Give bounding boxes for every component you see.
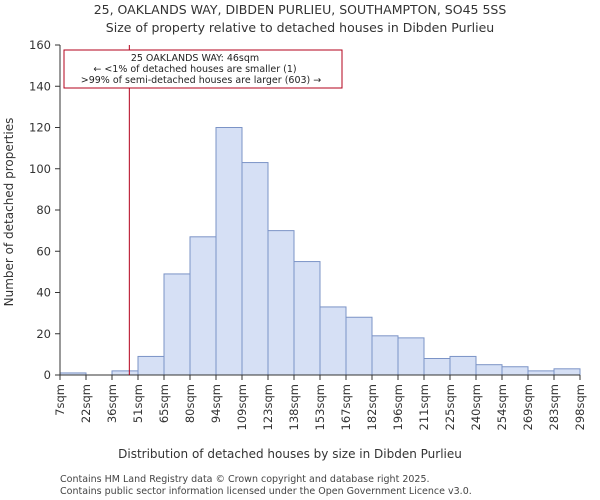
y-tick-label: 80 (36, 203, 51, 217)
bar (319, 306, 347, 376)
x-tick-label: 182sqm (365, 384, 379, 430)
bar (137, 355, 165, 376)
y-axis-ticks: 0 20 40 60 80 100 120 140 160 (29, 38, 60, 382)
footer-line1: Contains HM Land Registry data © Crown c… (60, 474, 430, 485)
x-tick-label: 225sqm (443, 384, 457, 430)
y-tick-label: 60 (36, 244, 51, 258)
x-tick-label: 211sqm (417, 384, 431, 430)
x-tick-label: 269sqm (521, 384, 535, 430)
annotation-larger: >99% of semi-detached houses are larger … (81, 75, 322, 86)
y-tick-label: 20 (36, 327, 51, 341)
bar (163, 273, 191, 376)
y-tick-label: 140 (29, 79, 51, 93)
y-axis-label: Number of detached properties (2, 118, 16, 307)
x-tick-label: 51sqm (131, 384, 145, 423)
y-tick-label: 120 (29, 121, 51, 135)
bar (423, 358, 451, 376)
bar (475, 364, 503, 376)
bar (553, 368, 581, 376)
x-tick-label: 254sqm (495, 384, 509, 430)
x-tick-label: 123sqm (261, 384, 275, 430)
x-tick-label: 7sqm (53, 384, 67, 416)
x-tick-label: 80sqm (183, 384, 197, 423)
annotation-box: 25 OAKLANDS WAY: 46sqm ← <1% of detached… (63, 49, 343, 89)
annotation-smaller: ← <1% of detached houses are smaller (1) (93, 64, 296, 75)
x-tick-label: 138sqm (287, 384, 301, 430)
x-tick-label: 196sqm (391, 384, 405, 430)
bar (501, 366, 529, 376)
bar (527, 370, 555, 376)
bar (241, 162, 269, 376)
annotation-title: 25 OAKLANDS WAY: 46sqm (131, 53, 259, 64)
x-axis-label: Distribution of detached houses by size … (118, 447, 462, 461)
bars (59, 127, 581, 376)
bar (293, 261, 321, 376)
x-tick-label: 153sqm (313, 384, 327, 430)
y-tick-label: 100 (29, 162, 51, 176)
x-tick-label: 283sqm (547, 384, 561, 430)
bar (189, 236, 217, 376)
chart-title-line2: Size of property relative to detached ho… (106, 20, 494, 35)
x-tick-label: 36sqm (105, 384, 119, 423)
x-tick-label: 22sqm (79, 384, 93, 423)
bar (111, 370, 139, 376)
footer-line2: Contains public sector information licen… (60, 486, 472, 497)
y-tick-label: 40 (36, 286, 51, 300)
y-tick-label: 0 (44, 368, 51, 382)
x-tick-label: 298sqm (573, 384, 587, 430)
bar (267, 230, 295, 376)
x-axis-ticks: 7sqm 22sqm 36sqm 51sqm 65sqm 80sqm 94sqm 109sqm… (53, 375, 587, 430)
chart-title-line1: 25, OAKLANDS WAY, DIBDEN PURLIEU, SOUTHA… (94, 2, 507, 17)
x-tick-label: 167sqm (339, 384, 353, 430)
bar (449, 355, 477, 376)
y-tick-label: 160 (29, 38, 51, 52)
annotation-border (63, 49, 343, 89)
bar (371, 335, 399, 376)
bar (215, 127, 243, 376)
x-tick-label: 94sqm (209, 384, 223, 423)
x-tick-label: 240sqm (469, 384, 483, 430)
x-tick-label: 109sqm (235, 384, 249, 430)
bar (345, 316, 373, 376)
bar (397, 337, 425, 376)
x-tick-label: 65sqm (157, 384, 171, 423)
